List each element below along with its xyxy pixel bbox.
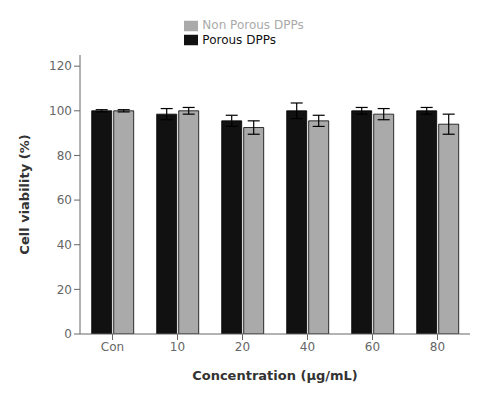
svg-text:120: 120 [49, 59, 72, 73]
svg-text:80: 80 [430, 340, 445, 354]
svg-text:100: 100 [49, 104, 72, 118]
svg-text:20: 20 [235, 340, 250, 354]
svg-text:10: 10 [170, 340, 185, 354]
svg-text:0: 0 [64, 327, 72, 341]
html-text:Non Porous DPPs: Non Porous DPPs [202, 18, 304, 32]
svg-text:Con: Con [101, 340, 124, 354]
svg-text:40: 40 [57, 238, 72, 252]
svg-text:Concentration (μg/mL): Concentration (μg/mL) [192, 368, 358, 383]
svg-text:60: 60 [365, 340, 380, 354]
svg-text:40: 40 [300, 340, 315, 354]
svg-text:Cell viability (%): Cell viability (%) [17, 134, 32, 254]
svg-text:20: 20 [57, 283, 72, 297]
svg-text:80: 80 [57, 149, 72, 163]
html-text:Porous DPPs: Porous DPPs [202, 32, 276, 47]
svg-text:60: 60 [57, 193, 72, 207]
